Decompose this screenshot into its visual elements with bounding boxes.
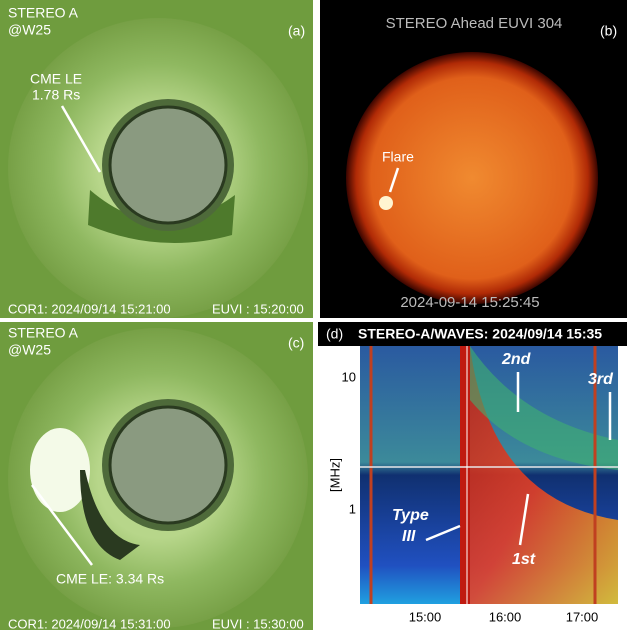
annotation: CME LE bbox=[30, 71, 82, 87]
footer-right: EUVI : 15:20:00 bbox=[212, 301, 304, 316]
figure: STEREO A @W25 (a) CME LE 1.78 Rs COR1: 2… bbox=[0, 0, 627, 630]
annotation: Flare bbox=[382, 149, 414, 165]
panel-b: STEREO Ahead EUVI 304 (b) Flare 2024-09-… bbox=[320, 0, 627, 318]
panel-label: (a) bbox=[288, 23, 305, 39]
x-tick-label: 15:00 bbox=[409, 609, 442, 624]
x-tick-label: 17:00 bbox=[566, 609, 599, 624]
panel-label: (c) bbox=[288, 335, 304, 351]
sun-disk bbox=[110, 407, 226, 523]
panel-d: (d) STEREO-A/WAVES: 2024/09/14 15:35 [MH… bbox=[318, 322, 627, 630]
annotation: Type bbox=[392, 507, 429, 524]
type-iii-burst bbox=[460, 346, 470, 604]
annotation: 1.78 Rs bbox=[32, 87, 80, 103]
position: @W25 bbox=[8, 342, 51, 358]
panel-label: (d) bbox=[326, 326, 343, 342]
observatory: STEREO A bbox=[8, 325, 79, 341]
panel-label: (b) bbox=[600, 23, 617, 39]
annotation: CME LE: 3.34 Rs bbox=[56, 571, 164, 587]
annotation: III bbox=[402, 528, 416, 545]
annotation: 3rd bbox=[588, 371, 614, 388]
annotation: 1st bbox=[512, 551, 536, 568]
sun-disk bbox=[110, 107, 226, 223]
y-axis-label: [MHz] bbox=[327, 458, 342, 492]
observatory: STEREO A bbox=[8, 5, 79, 21]
sun bbox=[346, 52, 598, 304]
panel-a: STEREO A @W25 (a) CME LE 1.78 Rs COR1: 2… bbox=[0, 0, 313, 318]
panel-c: STEREO A @W25 (c) CME LE: 3.34 Rs COR1: … bbox=[0, 322, 313, 630]
x-tick-label: 16:00 bbox=[489, 609, 522, 624]
y-tick-label: 1 bbox=[349, 501, 356, 516]
footer-left: COR1: 2024/09/14 15:31:00 bbox=[8, 616, 171, 630]
position: @W25 bbox=[8, 22, 51, 38]
title: STEREO Ahead EUVI 304 bbox=[386, 15, 563, 32]
footer-left: COR1: 2024/09/14 15:21:00 bbox=[8, 301, 171, 316]
y-tick-label: 10 bbox=[342, 369, 356, 384]
title: STEREO-A/WAVES: 2024/09/14 15:35 bbox=[358, 326, 602, 342]
flare bbox=[379, 196, 393, 210]
annotation: 2nd bbox=[501, 351, 532, 368]
footer-right: EUVI : 15:30:00 bbox=[212, 616, 304, 630]
footer: 2024-09-14 15:25:45 bbox=[400, 294, 539, 311]
